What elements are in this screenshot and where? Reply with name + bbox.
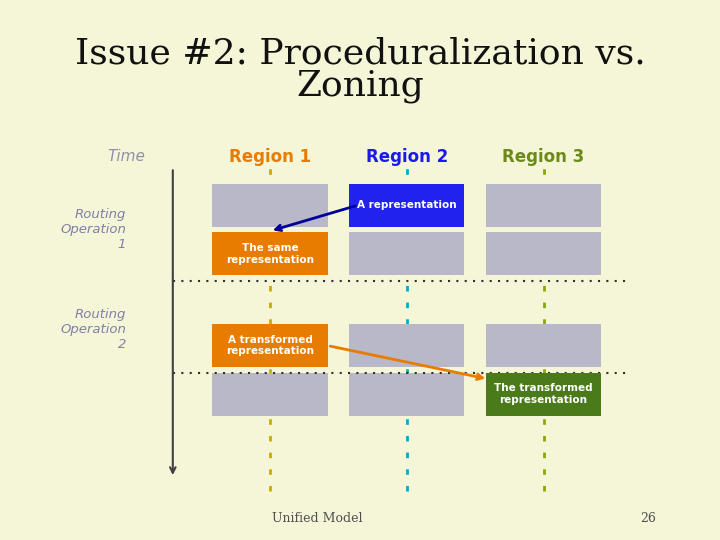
- Text: Routing
Operation
2: Routing Operation 2: [60, 308, 126, 351]
- Text: Zoning: Zoning: [296, 70, 424, 103]
- Bar: [349, 324, 464, 367]
- Text: The transformed
representation: The transformed representation: [495, 383, 593, 405]
- Bar: [486, 232, 601, 275]
- Bar: [349, 373, 464, 416]
- Text: The same
representation: The same representation: [226, 243, 314, 265]
- Text: Region 1: Region 1: [229, 147, 311, 166]
- Bar: [486, 184, 601, 227]
- Bar: [486, 324, 601, 367]
- Text: Time: Time: [107, 149, 145, 164]
- Bar: [486, 373, 601, 416]
- Bar: [212, 373, 328, 416]
- Text: Region 3: Region 3: [503, 147, 585, 166]
- Bar: [212, 324, 328, 367]
- Text: A representation: A representation: [357, 200, 456, 210]
- Text: Region 2: Region 2: [366, 147, 448, 166]
- Bar: [349, 184, 464, 227]
- Bar: [349, 184, 464, 227]
- Bar: [349, 232, 464, 275]
- Bar: [212, 232, 328, 275]
- Bar: [486, 373, 601, 416]
- Bar: [212, 184, 328, 227]
- Text: Issue #2: Proceduralization vs.: Issue #2: Proceduralization vs.: [75, 37, 645, 71]
- Bar: [212, 324, 328, 367]
- Text: Routing
Operation
1: Routing Operation 1: [60, 208, 126, 251]
- Text: Unified Model: Unified Model: [271, 512, 362, 525]
- Bar: [212, 232, 328, 275]
- Text: 26: 26: [640, 512, 656, 525]
- Text: A transformed
representation: A transformed representation: [226, 335, 314, 356]
